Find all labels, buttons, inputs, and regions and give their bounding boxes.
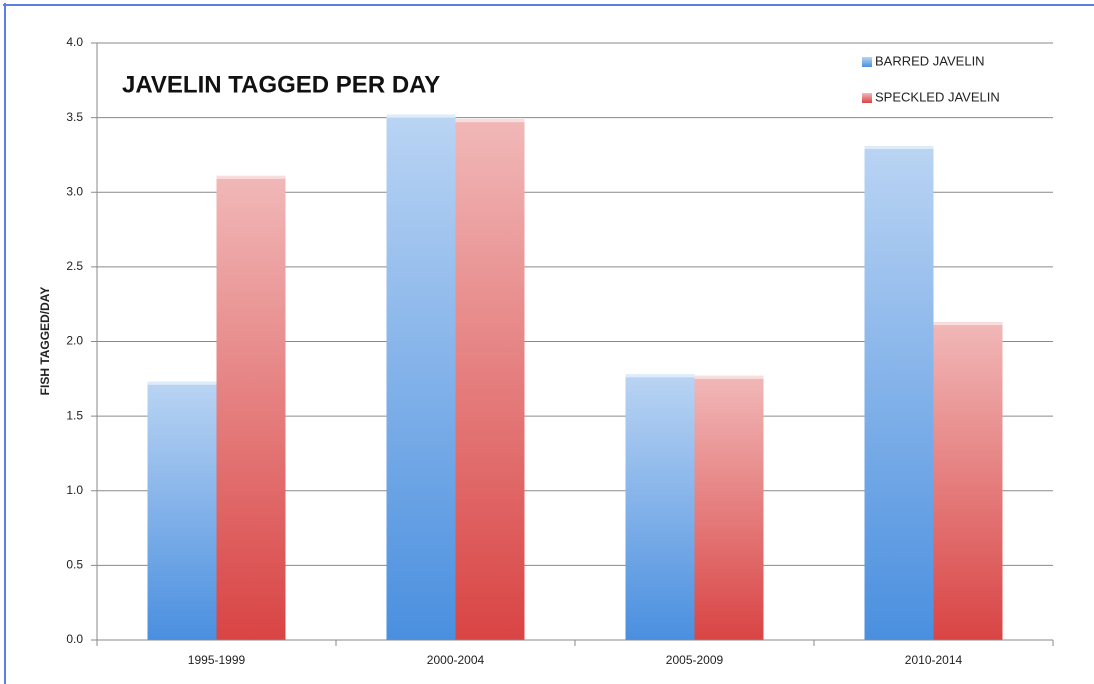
bar-highlight bbox=[694, 375, 764, 379]
bar-highlight bbox=[933, 322, 1003, 326]
bar bbox=[864, 145, 934, 641]
x-tick-label: 2005-2009 bbox=[666, 653, 724, 667]
bar bbox=[455, 119, 525, 641]
bar bbox=[216, 175, 286, 640]
y-tick-label: 2.5 bbox=[66, 259, 83, 273]
y-tick-label: 4.0 bbox=[66, 35, 83, 49]
bar bbox=[625, 374, 695, 640]
bar-highlight bbox=[386, 114, 456, 118]
y-tick-label: 2.0 bbox=[66, 334, 83, 348]
bar bbox=[386, 114, 456, 640]
y-tick-label: 0.0 bbox=[66, 632, 83, 646]
legend-label: SPECKLED JAVELIN bbox=[875, 89, 1000, 104]
y-tick-label: 1.5 bbox=[66, 408, 83, 422]
y-tick-label: 3.5 bbox=[66, 110, 83, 124]
legend-label: BARRED JAVELIN bbox=[875, 53, 985, 68]
x-tick-label: 1995-1999 bbox=[188, 653, 246, 667]
y-tick-label: 0.5 bbox=[66, 558, 83, 572]
chart-title: JAVELIN TAGGED PER DAY bbox=[122, 71, 440, 98]
bar-highlight bbox=[147, 381, 217, 385]
x-tick-label: 2010-2014 bbox=[905, 653, 963, 667]
bar bbox=[147, 381, 217, 640]
y-axis-label: FISH TAGGED/DAY bbox=[38, 287, 52, 396]
y-tick-label: 1.0 bbox=[66, 483, 83, 497]
bar-highlight bbox=[216, 175, 286, 179]
bar-highlight bbox=[625, 374, 695, 378]
legend-swatch bbox=[862, 57, 872, 67]
x-tick-label: 2000-2004 bbox=[427, 653, 485, 667]
bar bbox=[933, 322, 1003, 640]
y-tick-label: 3.0 bbox=[66, 184, 83, 198]
legend-swatch bbox=[862, 93, 872, 103]
bar-highlight bbox=[864, 145, 934, 149]
bar bbox=[694, 375, 764, 640]
bar-highlight bbox=[455, 119, 525, 123]
